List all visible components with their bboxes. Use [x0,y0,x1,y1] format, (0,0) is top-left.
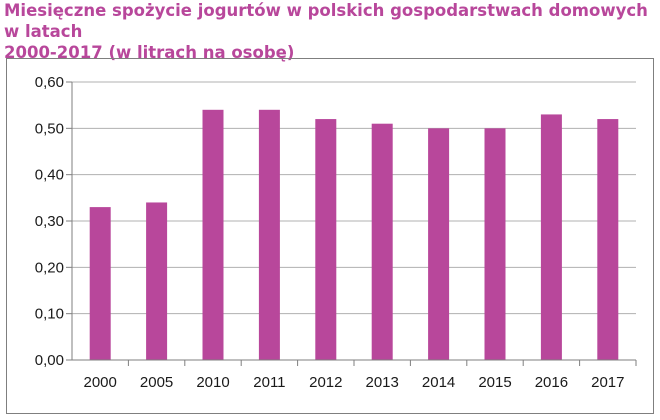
x-tick-label: 2010 [196,374,229,391]
x-tick-label: 2017 [591,374,624,391]
y-tick-label: 0,20 [35,259,64,276]
bar-2012 [315,119,337,360]
x-tick-label: 2011 [253,374,285,391]
x-tick-label: 2015 [478,374,511,391]
y-tick-label: 0,40 [35,167,64,184]
bar-2000 [89,207,111,360]
bar-2014 [428,128,450,360]
bar-2015 [484,128,506,360]
y-tick-label: 0,10 [35,306,64,323]
x-tick-label: 2000 [84,374,117,391]
x-tick-label: 2012 [309,374,342,391]
x-tick-label: 2014 [422,374,455,391]
y-tick-label: 0,50 [35,120,64,137]
bar-2017 [597,119,619,360]
bar-2016 [540,114,562,360]
chart-frame [6,58,654,414]
bars [89,109,619,360]
y-axis: 0,00 0,10 0,20 0,30 0,40 0,50 0,60 [35,74,64,369]
chart-title-line-2: 2000-2017 (w litrach na osobę) [4,43,295,62]
x-tick-label: 2005 [140,374,173,391]
y-tick-label: 0,00 [35,352,64,369]
bar-2011 [258,109,280,360]
x-tick-label: 2013 [366,374,399,391]
x-tick-label: 2016 [535,374,568,391]
y-tick-label: 0,30 [35,213,64,230]
bar-2010 [202,109,224,360]
bar-2005 [146,202,168,360]
chart-title: Miesięczne spożycie jogurtów w polskich … [4,0,656,63]
chart-title-line-1: Miesięczne spożycie jogurtów w polskich … [4,1,648,41]
x-axis: 2000 2005 2010 2011 2012 2013 2014 2015 2016 2017 [71,82,637,391]
bar-2013 [371,123,393,360]
y-tick-label: 0,60 [35,74,64,91]
